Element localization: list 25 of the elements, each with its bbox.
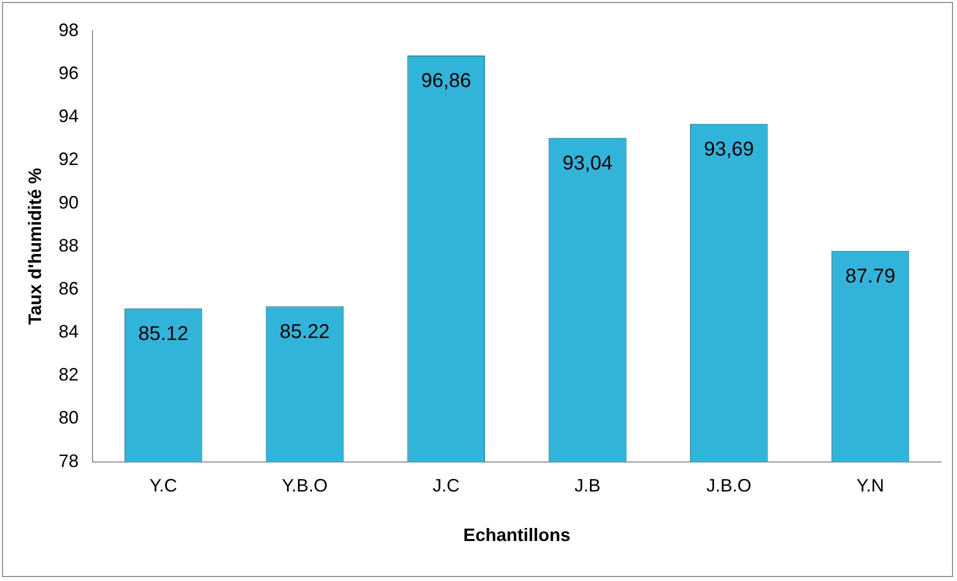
y-tick-label: 78 [58, 450, 79, 471]
data-label: 85.12 [138, 322, 188, 345]
x-tick-label: J.B [574, 476, 601, 496]
y-tick-label: 84 [58, 322, 79, 342]
data-label: 85.22 [280, 320, 330, 343]
y-tick-label: 96 [58, 63, 79, 84]
y-tick-label: 88 [58, 235, 79, 256]
x-axis-title: Echantillons [463, 525, 570, 546]
y-tick-label: 82 [58, 364, 79, 385]
data-label: 93,69 [704, 138, 754, 160]
y-axis-title: Taux d'humidité % [24, 168, 45, 325]
y-tick-label: 92 [58, 149, 79, 170]
x-tick-label: Y.B.O [282, 476, 328, 496]
y-tick-label: 94 [58, 106, 79, 126]
x-tick-label: J.C [432, 476, 460, 496]
data-label: 87.79 [845, 265, 896, 288]
y-tick-label: 80 [58, 408, 79, 428]
x-tick-label: Y.C [149, 476, 178, 496]
x-tick-label: J.B.O [706, 476, 752, 496]
y-tick-label: 90 [58, 192, 79, 212]
y-tick-label: 86 [58, 278, 79, 298]
data-label: 93,04 [562, 152, 613, 174]
y-tick-label: 98 [58, 20, 79, 40]
data-label: 96,86 [421, 70, 472, 92]
x-tick-label: Y.N [856, 476, 884, 496]
